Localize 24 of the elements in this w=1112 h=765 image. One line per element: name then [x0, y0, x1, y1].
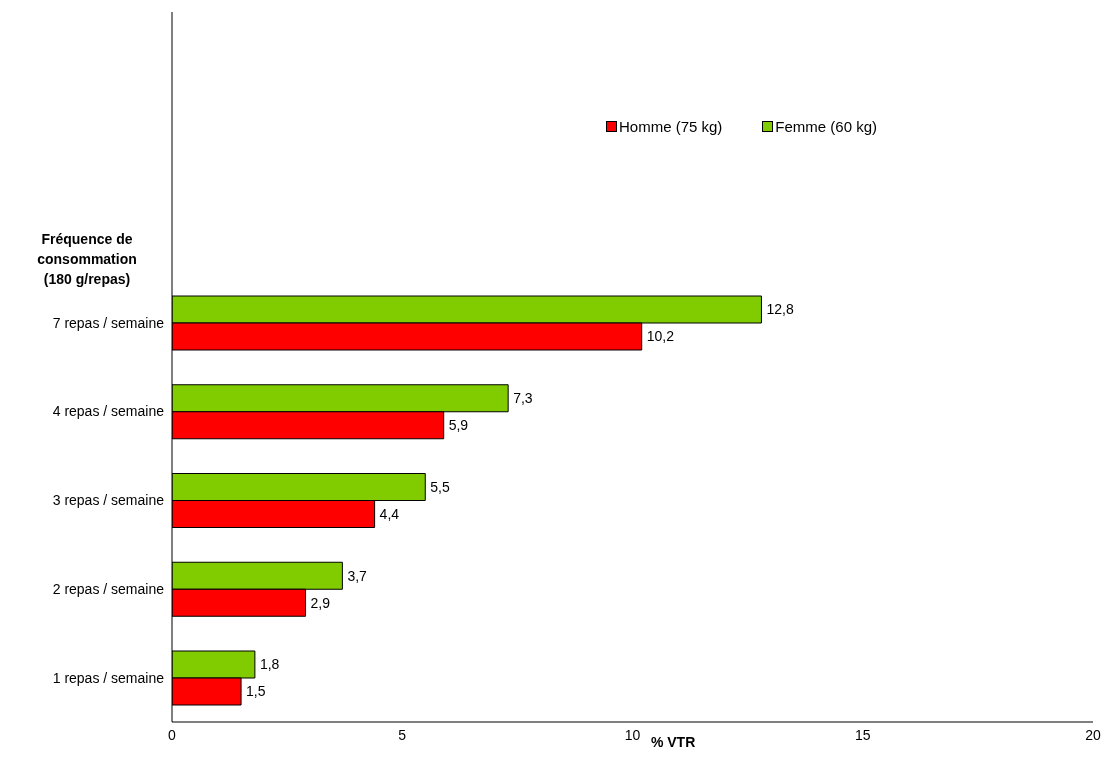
data-label: 7,3 — [513, 390, 533, 407]
x-tick-label: 20 — [1085, 726, 1101, 743]
y-tick-label: 4 repas / semaine — [52, 403, 165, 420]
x-tick-label: 10 — [624, 726, 641, 743]
y-axis-title: Fréquence de consommation (180 g/repas) — [36, 229, 138, 289]
data-label: 1,8 — [259, 656, 280, 673]
legend-label: Femme (60 kg) — [775, 118, 878, 135]
data-label: 10,2 — [646, 328, 675, 345]
y-tick-label: 2 repas / semaine — [52, 580, 165, 597]
y-tick-label: 7 repas / semaine — [52, 314, 165, 331]
x-tick-label: 0 — [168, 726, 177, 743]
data-label: 1,5 — [246, 683, 266, 700]
data-label: 3,7 — [347, 567, 368, 584]
y-tick-label: 3 repas / semaine — [52, 492, 165, 509]
data-label: 2,9 — [310, 594, 331, 611]
data-label: 4,4 — [379, 505, 400, 522]
data-label: 5,5 — [430, 478, 450, 495]
x-tick-label: 5 — [398, 726, 407, 743]
legend-label: Homme (75 kg) — [619, 118, 723, 135]
x-axis-title: % VTR — [650, 734, 696, 750]
data-label: 5,9 — [448, 417, 469, 434]
x-tick-label: 15 — [854, 726, 871, 743]
y-tick-label: 1 repas / semaine — [52, 669, 165, 686]
data-label: 12,8 — [766, 301, 794, 318]
